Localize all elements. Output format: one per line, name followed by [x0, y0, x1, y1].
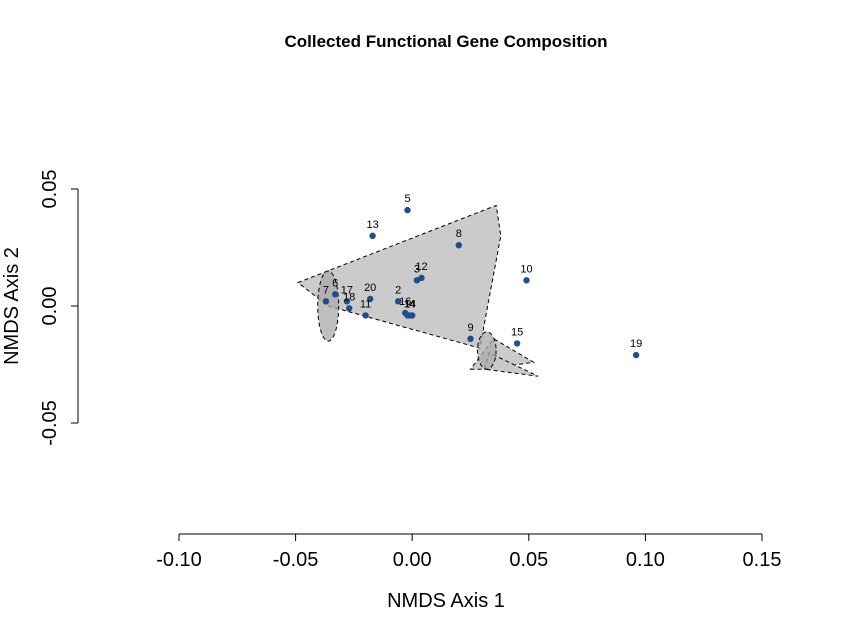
group-ellipse-2	[477, 331, 497, 370]
y-tick-label: 0.00	[39, 287, 61, 326]
point-label-3: 3	[414, 263, 420, 275]
point-label-6: 6	[332, 277, 338, 289]
point-label-8: 8	[456, 228, 462, 240]
chart-title: Collected Functional Gene Composition	[284, 32, 607, 51]
point-label-5: 5	[404, 193, 410, 205]
point-12	[418, 274, 425, 282]
point-2	[395, 298, 402, 305]
point-9	[467, 335, 474, 342]
data-points	[322, 206, 640, 359]
point-label-7: 7	[323, 284, 329, 296]
x-tick-label: -0.05	[273, 549, 319, 571]
point-label-20: 20	[364, 282, 376, 294]
point-15	[513, 340, 521, 347]
point-18	[346, 305, 353, 312]
point-label-11: 11	[360, 298, 371, 310]
y-tick-label: 0.05	[39, 170, 61, 209]
point-20	[367, 295, 374, 303]
y-axis-title: NMDS Axis 2	[1, 247, 23, 365]
point-label-4: 4	[409, 298, 415, 310]
point-14	[406, 312, 414, 319]
x-tick-label: 0.10	[626, 549, 665, 571]
point-10	[523, 277, 530, 284]
x-axis-title: NMDS Axis 1	[387, 590, 505, 612]
y-tick-label: -0.05	[39, 400, 61, 446]
point-11	[362, 312, 369, 319]
point-label-1: 1	[404, 298, 410, 310]
point-label-16: 16	[399, 296, 411, 308]
x-tick-label: -0.10	[156, 549, 202, 571]
point-7	[322, 298, 330, 305]
point-label-17: 17	[341, 284, 353, 296]
point-19	[632, 351, 640, 359]
group-ellipse-1	[317, 270, 340, 342]
point-13	[369, 232, 376, 239]
point-label-14: 14	[404, 298, 416, 310]
point-label-10: 10	[520, 263, 532, 275]
point-label-2: 2	[395, 284, 401, 296]
y-axis: -0.05 0.00 0.05	[39, 170, 79, 446]
point-16	[402, 309, 409, 317]
point-label-12: 12	[415, 261, 427, 273]
x-axis: -0.10 -0.05 0.00 0.05 0.10 0.15	[156, 533, 782, 571]
point-label-18: 18	[343, 291, 355, 303]
point-17	[343, 298, 351, 305]
point-label-9: 9	[467, 322, 473, 334]
point-label-15: 15	[511, 326, 523, 338]
point-5	[404, 206, 411, 214]
point-label-13: 13	[366, 219, 378, 231]
x-tick-label: 0.05	[509, 549, 548, 571]
x-tick-label: 0.15	[743, 549, 782, 571]
point-label-19: 19	[630, 338, 642, 350]
x-tick-label: 0.00	[393, 549, 432, 571]
group-ellipses	[317, 270, 497, 370]
point-8	[455, 242, 462, 249]
point-6	[332, 291, 339, 298]
